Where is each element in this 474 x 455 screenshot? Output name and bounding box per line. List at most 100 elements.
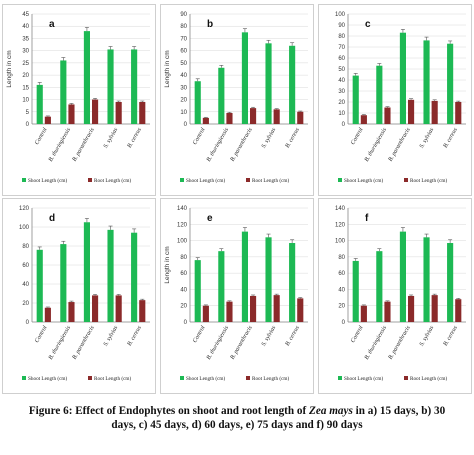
y-tick-label: 30 — [338, 89, 345, 95]
panel-frame — [318, 4, 472, 196]
bar-shoot — [83, 31, 90, 124]
bar-shoot — [131, 232, 138, 322]
y-tick-label: 20 — [22, 301, 29, 307]
bar-shoot — [83, 222, 90, 322]
y-tick-label: 0 — [26, 320, 30, 326]
legend-swatch — [22, 376, 26, 380]
y-tick-label: 10 — [180, 110, 187, 116]
bar-shoot — [447, 243, 454, 322]
caption-line2: days, c) 45 days, d) 60 days, e) 75 days… — [111, 419, 363, 431]
legend-label: Root Length (cm) — [410, 177, 447, 184]
bar-shoot — [36, 84, 43, 124]
y-tick-label: 0 — [342, 320, 346, 326]
panel-frame — [160, 4, 314, 196]
bar-shoot — [352, 260, 359, 322]
y-tick-label: 100 — [19, 225, 30, 231]
y-tick-label: 35 — [22, 36, 29, 42]
figure-caption: Figure 6: Effect of Endophytes on shoot … — [0, 404, 474, 432]
legend-label: Root Length (cm) — [252, 177, 289, 184]
y-tick-label: 80 — [338, 255, 345, 261]
bar-shoot — [60, 244, 67, 322]
bar-shoot — [194, 81, 201, 124]
legend-swatch — [246, 178, 250, 182]
panel-frame — [2, 198, 156, 394]
legend-swatch — [180, 376, 184, 380]
y-tick-label: 140 — [335, 206, 346, 212]
y-tick-label: 25 — [22, 61, 29, 67]
bar-root — [115, 102, 122, 124]
bar-shoot — [107, 49, 114, 124]
caption-line1-suffix: in a) 15 days, b) 30 — [352, 405, 446, 417]
y-tick-label: 60 — [22, 263, 29, 269]
legend-label: Root Length (cm) — [252, 375, 289, 382]
bar-root — [226, 113, 233, 124]
y-tick-label: 120 — [335, 222, 346, 228]
bar-root — [202, 117, 209, 124]
panel-letter: c — [365, 19, 371, 30]
legend-label: Shoot Length (cm) — [28, 177, 67, 184]
bar-shoot — [265, 237, 272, 322]
bar-root — [92, 99, 99, 124]
bar-shoot — [36, 249, 43, 322]
bar-root — [250, 295, 257, 322]
y-tick-label: 100 — [335, 239, 346, 245]
bar-root — [68, 302, 75, 322]
y-tick-label: 30 — [180, 85, 187, 91]
bar-root — [44, 307, 51, 322]
bar-root — [202, 305, 209, 322]
bar-root — [384, 107, 391, 124]
bar-shoot — [399, 231, 406, 322]
legend-swatch — [22, 178, 26, 182]
y-tick-label: 50 — [338, 67, 345, 73]
bar-root — [431, 295, 438, 322]
bar-root — [297, 111, 304, 124]
legend-swatch — [404, 178, 408, 182]
y-tick-label: 40 — [180, 73, 187, 79]
legend-label: Root Length (cm) — [94, 177, 131, 184]
bar-root — [273, 295, 280, 322]
bar-root — [455, 299, 462, 322]
legend-label: Root Length (cm) — [94, 375, 131, 382]
y-tick-label: 80 — [180, 24, 187, 30]
bar-shoot — [289, 243, 296, 322]
y-tick-label: 10 — [22, 98, 29, 104]
bar-shoot — [423, 237, 430, 322]
y-tick-label: 80 — [180, 255, 187, 261]
panel-frame — [2, 4, 156, 196]
bar-root — [273, 109, 280, 124]
y-tick-label: 20 — [338, 100, 345, 106]
panel-letter: f — [365, 213, 369, 224]
caption-species: Zea mays — [309, 405, 353, 417]
y-tick-label: 0 — [342, 122, 346, 128]
bar-shoot — [194, 260, 201, 322]
bar-root — [408, 295, 415, 322]
bar-root — [44, 116, 51, 124]
bar-shoot — [60, 60, 67, 124]
y-tick-label: 100 — [177, 239, 188, 245]
bar-root — [408, 99, 415, 124]
y-tick-label: 0 — [26, 122, 30, 128]
y-tick-label: 60 — [338, 56, 345, 62]
y-tick-label: 70 — [180, 36, 187, 42]
bar-root — [384, 301, 391, 322]
panel-letter: b — [207, 19, 213, 30]
y-tick-label: 40 — [338, 287, 345, 293]
legend-label: Shoot Length (cm) — [186, 177, 225, 184]
y-tick-label: 0 — [184, 320, 188, 326]
bar-root — [360, 115, 367, 124]
y-tick-label: 90 — [180, 12, 187, 18]
y-tick-label: 120 — [19, 206, 30, 212]
legend-swatch — [180, 178, 184, 182]
bar-root — [250, 108, 257, 124]
y-tick-label: 40 — [22, 282, 29, 288]
bar-shoot — [376, 251, 383, 322]
y-tick-label: 80 — [338, 34, 345, 40]
y-tick-label: 60 — [338, 271, 345, 277]
